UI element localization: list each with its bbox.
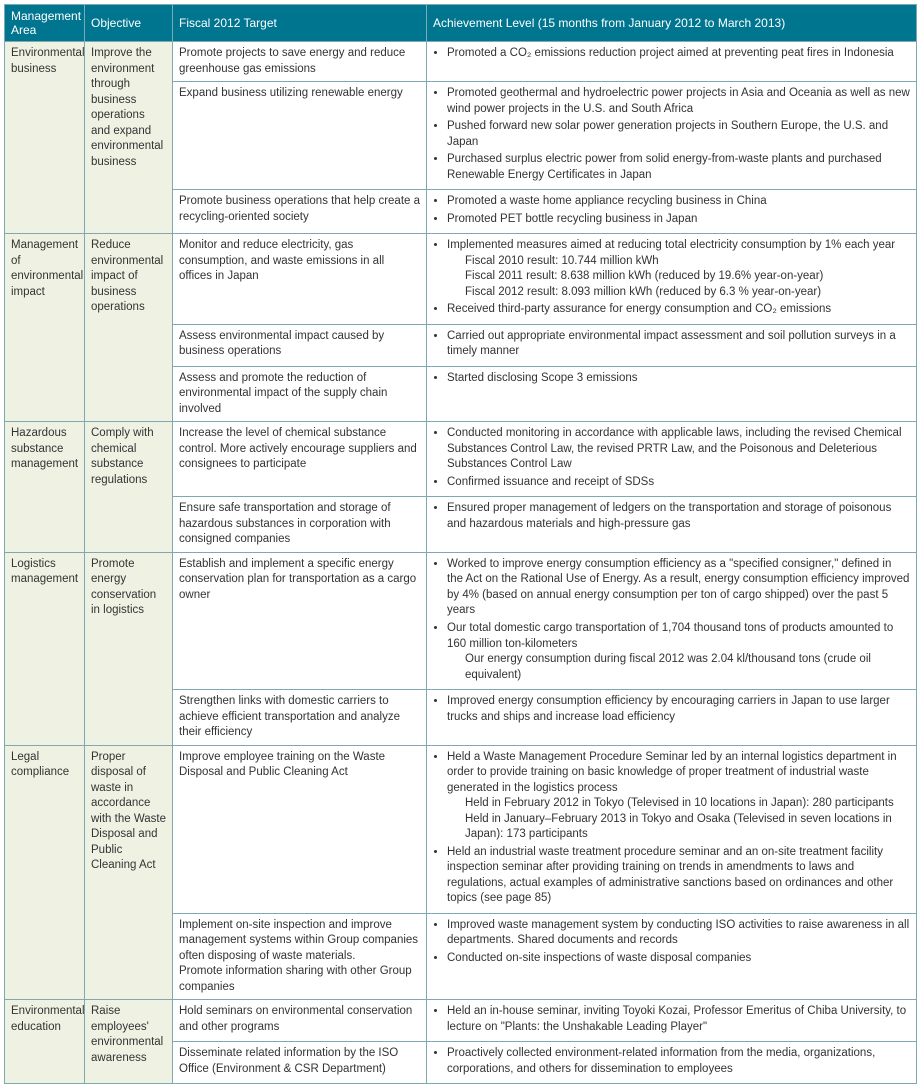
fiscal-target: Promote projects to save energy and redu…	[173, 42, 427, 82]
achievement-level: Ensured proper management of ledgers on …	[427, 497, 917, 553]
env-management-table: Management Area Objective Fiscal 2012 Ta…	[4, 4, 917, 1084]
table-row: Management of environmental impactReduce…	[5, 234, 917, 325]
achievement-level: Conducted monitoring in accordance with …	[427, 422, 917, 497]
table-row: Legal complianceProper disposal of waste…	[5, 745, 917, 913]
fiscal-target: Ensure safe transportation and storage o…	[173, 497, 427, 553]
table-row: Logistics managementPromote energy conse…	[5, 552, 917, 689]
fiscal-target: Assess and promote the reduction of envi…	[173, 366, 427, 422]
achievement-level: Worked to improve energy consumption eff…	[427, 552, 917, 689]
fiscal-target: Increase the level of chemical substance…	[173, 422, 427, 497]
achievement-level: Improved waste management system by cond…	[427, 913, 917, 1000]
objective: Improve the environment through business…	[85, 42, 173, 234]
achievement-level: Improved energy consumption efficiency b…	[427, 690, 917, 746]
objective: Reduce environmental impact of business …	[85, 234, 173, 422]
achievement-level: Promoted geothermal and hydroelectric po…	[427, 82, 917, 190]
management-area: Environmental education	[5, 1000, 85, 1084]
achievement-level: Implemented measures aimed at reducing t…	[427, 234, 917, 325]
achievement-level: Promoted a CO₂ emissions reduction proje…	[427, 42, 917, 82]
th-target: Fiscal 2012 Target	[173, 5, 427, 42]
management-area: Management of environmental impact	[5, 234, 85, 422]
th-ach: Achievement Level (15 months from Januar…	[427, 5, 917, 42]
table-row: Hazardous substance managementComply wit…	[5, 422, 917, 497]
fiscal-target: Expand business utilizing renewable ener…	[173, 82, 427, 190]
fiscal-target: Assess environmental impact caused by bu…	[173, 324, 427, 366]
fiscal-target: Promote business operations that help cr…	[173, 190, 427, 234]
th-obj: Objective	[85, 5, 173, 42]
management-area: Logistics management	[5, 552, 85, 745]
fiscal-target: Establish and implement a specific energ…	[173, 552, 427, 689]
achievement-level: Held an in-house seminar, inviting Toyok…	[427, 1000, 917, 1042]
achievement-level: Started disclosing Scope 3 emissions	[427, 366, 917, 422]
achievement-level: Carried out appropriate environmental im…	[427, 324, 917, 366]
header-row: Management Area Objective Fiscal 2012 Ta…	[5, 5, 917, 42]
fiscal-target: Monitor and reduce electricity, gas cons…	[173, 234, 427, 325]
management-area: Legal compliance	[5, 745, 85, 1000]
achievement-level: Promoted a waste home appliance recyclin…	[427, 190, 917, 234]
table-row: Environmental businessImprove the enviro…	[5, 42, 917, 82]
fiscal-target: Improve employee training on the Waste D…	[173, 745, 427, 913]
th-area: Management Area	[5, 5, 85, 42]
objective: Promote energy conservation in logistics	[85, 552, 173, 745]
objective: Proper disposal of waste in accordance w…	[85, 745, 173, 1000]
achievement-level: Proactively collected environment-relate…	[427, 1042, 917, 1084]
achievement-level: Held a Waste Management Procedure Semina…	[427, 745, 917, 913]
fiscal-target: Disseminate related information by the I…	[173, 1042, 427, 1084]
table-row: Environmental educationRaise employees' …	[5, 1000, 917, 1042]
objective: Comply with chemical substance regulatio…	[85, 422, 173, 553]
management-area: Environmental business	[5, 42, 85, 234]
fiscal-target: Hold seminars on environmental conservat…	[173, 1000, 427, 1042]
fiscal-target: Strengthen links with domestic carriers …	[173, 690, 427, 746]
management-area: Hazardous substance management	[5, 422, 85, 553]
fiscal-target: Implement on-site inspection and improve…	[173, 913, 427, 1000]
objective: Raise employees' environmental awareness	[85, 1000, 173, 1084]
